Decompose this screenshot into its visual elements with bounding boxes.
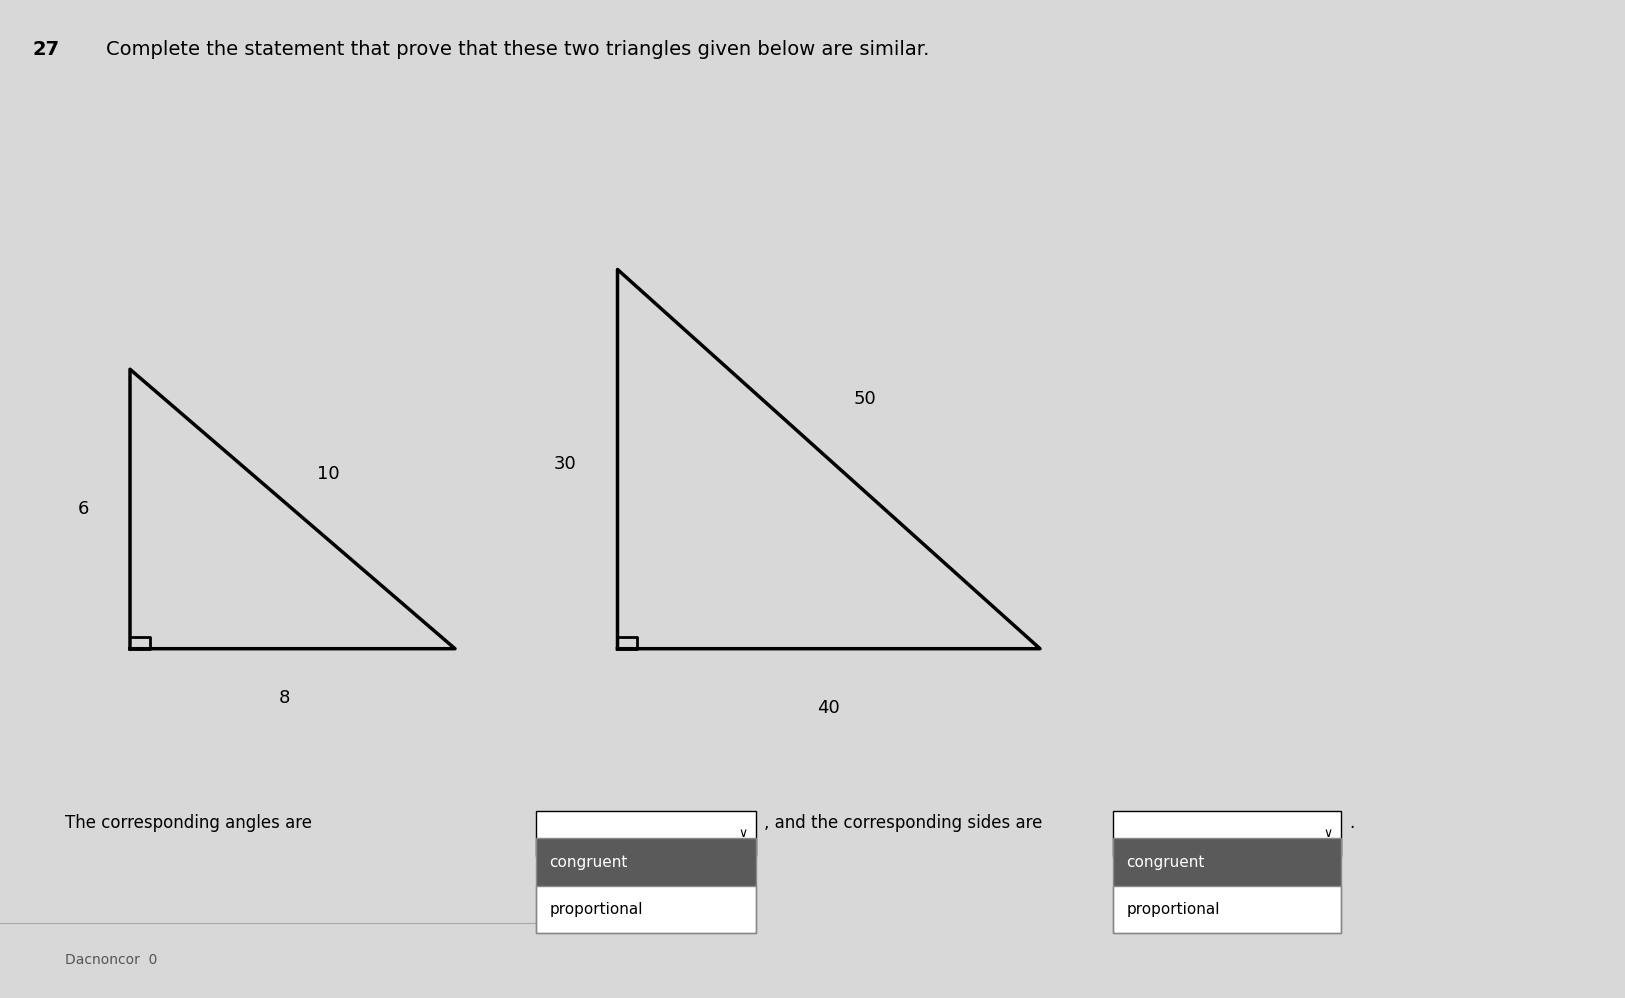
Text: 10: 10 (317, 465, 340, 483)
Text: congruent: congruent (1126, 854, 1204, 869)
FancyBboxPatch shape (1113, 810, 1341, 856)
Text: Dacnoncor  0: Dacnoncor 0 (65, 953, 158, 967)
Text: 8: 8 (280, 689, 291, 707)
FancyBboxPatch shape (1113, 886, 1341, 933)
Text: The corresponding angles are: The corresponding angles are (65, 814, 312, 832)
FancyBboxPatch shape (536, 886, 756, 933)
FancyBboxPatch shape (536, 810, 756, 856)
FancyBboxPatch shape (536, 838, 756, 886)
FancyBboxPatch shape (1113, 838, 1341, 886)
Text: ∨: ∨ (1323, 826, 1332, 840)
Text: 50: 50 (853, 390, 876, 408)
Text: congruent: congruent (549, 854, 627, 869)
Text: proportional: proportional (549, 902, 644, 917)
Text: 40: 40 (817, 699, 840, 717)
Text: ∨: ∨ (738, 826, 748, 840)
Text: 27: 27 (32, 40, 60, 59)
Text: 6: 6 (78, 500, 89, 518)
Text: 30: 30 (554, 455, 577, 473)
Text: proportional: proportional (1126, 902, 1220, 917)
Text: , and the corresponding sides are: , and the corresponding sides are (764, 814, 1042, 832)
Text: Complete the statement that prove that these two triangles given below are simil: Complete the statement that prove that t… (106, 40, 929, 59)
Text: .: . (1349, 814, 1354, 832)
